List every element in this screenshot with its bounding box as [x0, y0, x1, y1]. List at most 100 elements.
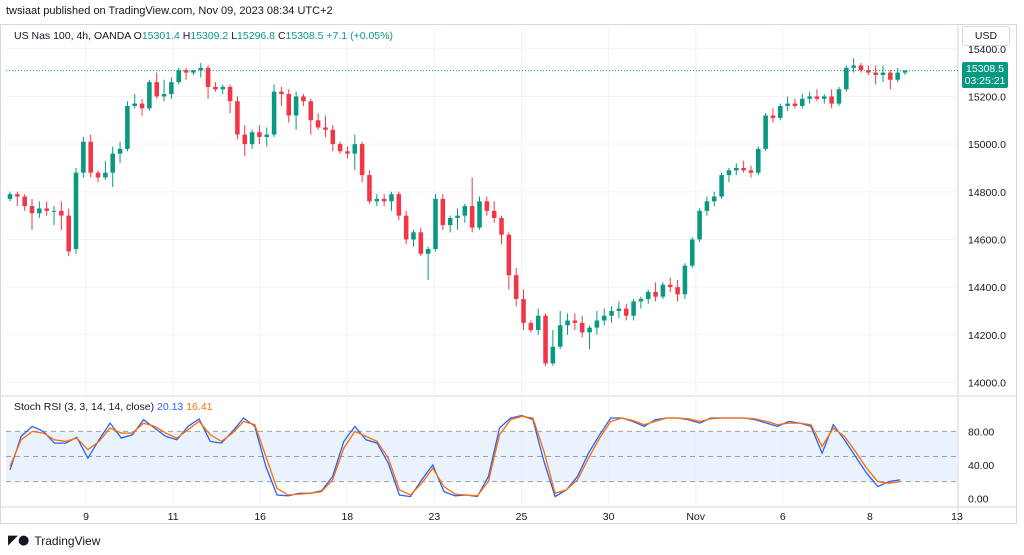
stoch-rsi-band: [6, 431, 958, 482]
candle-body: [183, 70, 189, 73]
stoch-rsi-tick-label: 40.00: [968, 460, 994, 472]
candle-body: [785, 103, 790, 106]
candle-body: [851, 65, 856, 68]
candle-body: [800, 98, 805, 106]
candle-body: [264, 134, 270, 137]
candle-body: [29, 206, 35, 214]
candle-body: [513, 275, 519, 300]
candle-body: [301, 96, 306, 102]
candle-body: [741, 167, 746, 171]
candle-body: [271, 91, 277, 135]
price-tick-label: 14200.0: [968, 330, 1006, 342]
open-label: O: [133, 30, 142, 42]
candle-body: [902, 70, 908, 73]
candle-body: [132, 103, 137, 106]
candle-body: [638, 299, 644, 302]
candle-body: [381, 198, 387, 202]
high-value: 15309.2: [190, 30, 229, 42]
candle-body: [499, 218, 504, 235]
time-tick-label: 9: [83, 511, 89, 523]
candle-body: [139, 103, 145, 109]
candle-body: [748, 170, 754, 173]
candle-body: [822, 96, 827, 99]
candle-body: [279, 91, 284, 95]
time-tick-label: 6: [780, 511, 786, 523]
candle-body: [557, 325, 563, 347]
candle-body: [550, 346, 556, 364]
currency-button[interactable]: USD: [962, 26, 1010, 46]
candle-body: [579, 322, 585, 333]
candle-body: [374, 198, 380, 202]
candle-body: [631, 301, 636, 316]
low-value: 15296.8: [237, 30, 276, 42]
candle-body: [213, 86, 218, 90]
candle-body: [858, 65, 864, 71]
candle-body: [484, 201, 490, 211]
candle-body: [293, 96, 299, 116]
candle-body: [645, 291, 651, 300]
symbol-label[interactable]: US Nas 100, 4h, OANDA: [14, 30, 131, 42]
price-tick-label: 15200.0: [968, 91, 1006, 103]
candle-body: [873, 72, 878, 75]
candle-body: [51, 210, 57, 212]
candle-body: [66, 215, 71, 252]
candle-body: [37, 208, 42, 214]
time-tick-label: 16: [254, 511, 266, 523]
stoch-rsi-d-line: [9, 415, 901, 497]
candle-body: [829, 96, 834, 104]
brand-name: TradingView: [34, 533, 101, 548]
time-tick-label: 23: [429, 511, 441, 523]
candle-body: [125, 105, 130, 149]
candle-body: [587, 327, 592, 333]
candle-body: [814, 96, 820, 99]
candle-body: [198, 67, 204, 71]
candle-body: [176, 70, 182, 83]
candle-body: [323, 127, 328, 130]
footer-brand[interactable]: ◤● TradingView: [8, 533, 100, 548]
close-label: C: [277, 30, 286, 42]
candle-body: [308, 101, 314, 121]
candle-body: [506, 234, 512, 276]
tradingview-logo-icon: ◤●: [8, 533, 30, 548]
candle-body: [117, 148, 123, 154]
candle-body: [623, 308, 629, 316]
time-tick-label: 11: [168, 511, 179, 523]
candle-body: [22, 196, 27, 207]
candle-body: [675, 287, 680, 295]
bar-countdown: 03:25:21: [964, 75, 1006, 87]
candle-body: [792, 103, 798, 106]
candle-body: [15, 194, 20, 197]
candle-body: [403, 215, 409, 240]
candle-body: [169, 82, 174, 95]
candle-body: [396, 194, 402, 216]
candle-body: [103, 172, 108, 178]
candle-body: [880, 72, 886, 75]
candle-body: [95, 172, 101, 178]
stoch-rsi-k-value: 20.13: [157, 401, 184, 413]
candle-body: [888, 72, 893, 80]
change-value: +7.1 (+0.05%): [326, 30, 393, 42]
price-tick-label: 14800.0: [968, 187, 1006, 199]
candle-body: [315, 120, 321, 128]
candle-body: [352, 144, 358, 154]
time-tick-label: Nov: [686, 511, 705, 523]
candle-body: [778, 105, 783, 118]
candle-body: [770, 115, 776, 118]
candle-body: [895, 72, 900, 80]
candle-body: [682, 265, 688, 295]
candle-body: [594, 320, 600, 328]
candle-body: [711, 196, 717, 202]
candle-body: [242, 134, 248, 145]
last-price-value: 15308.5: [966, 63, 1004, 75]
candle-body: [88, 141, 93, 173]
high-label: H: [182, 30, 191, 42]
stoch-rsi-legend[interactable]: Stoch RSI (3, 3, 14, 14, close) 20.13 16…: [14, 401, 212, 413]
candle-body: [763, 115, 768, 149]
time-tick-label: 18: [341, 511, 353, 523]
price-tick-label: 14400.0: [968, 282, 1006, 294]
candle-body: [161, 94, 167, 97]
candle-body: [220, 86, 226, 90]
candle-body: [411, 232, 416, 240]
price-tick-label: 14600.0: [968, 234, 1006, 246]
